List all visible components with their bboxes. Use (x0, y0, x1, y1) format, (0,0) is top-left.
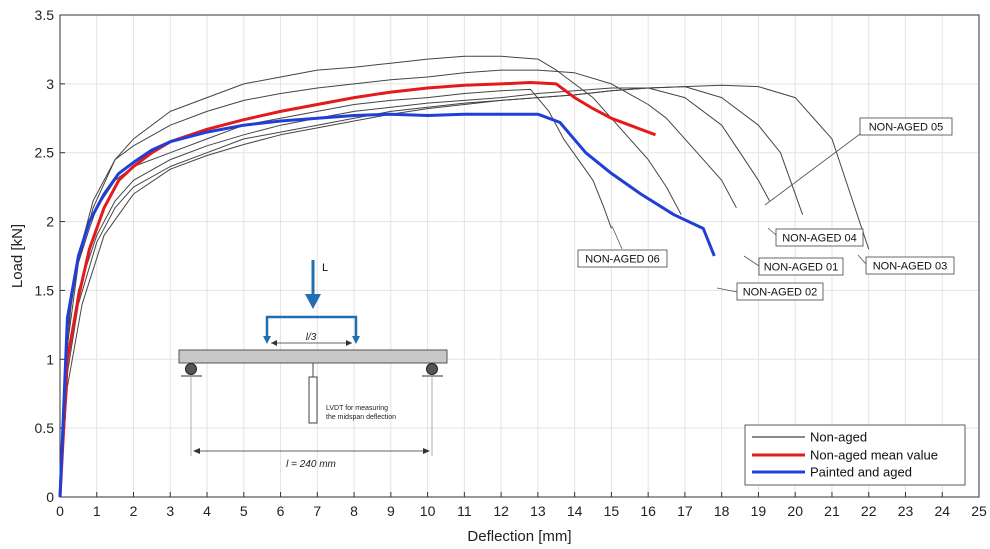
series-line-non-aged-06 (59, 88, 612, 498)
series-line-non-aged-mean-value (58, 81, 657, 498)
series-line-non-aged-01 (59, 69, 737, 498)
callout-box (758, 257, 844, 276)
left-support-roller-icon (185, 363, 197, 375)
x-tick-label: 18 (714, 503, 730, 519)
y-tick-label: 1.5 (35, 282, 55, 298)
x-tick-label: 21 (824, 503, 840, 519)
leader-non-aged-01 (743, 255, 760, 267)
x-axis-ticks: 0 1 2 3 4 5 6 7 8 9 10 11 12 13 14 15 16 17 18 19 20 21 22 23 24… (56, 492, 987, 519)
lvdt-caption-line2: the midspan deflection (326, 414, 396, 421)
third-span-label: l/3 (306, 332, 317, 343)
leader-non-aged-05 (764, 133, 861, 206)
x-tick-label: 1 (93, 503, 101, 519)
callout-non-aged-05: NON-AGED 05 (859, 117, 953, 136)
y-tick-label: 1 (46, 351, 54, 367)
y-axis-ticks: 0 0.5 1 1.5 2 2.5 3 3.5 (35, 7, 65, 505)
x-tick-label: 14 (567, 503, 583, 519)
leader-non-aged-04 (767, 227, 777, 236)
leader-non-aged-03 (857, 254, 867, 265)
x-tick-label: 16 (640, 503, 656, 519)
callout-non-aged-04: NON-AGED 04 (775, 228, 864, 247)
y-tick-label: 0.5 (35, 420, 55, 436)
x-tick-label: 2 (130, 503, 138, 519)
callout-box (577, 249, 668, 268)
x-tick-label: 11 (457, 503, 472, 519)
callout-non-aged-06: NON-AGED 06 (577, 249, 668, 268)
test-setup-inset: L l/3 LVDT for measuring the midspan def… (178, 260, 448, 470)
dimension-arrow-right (346, 340, 352, 346)
load-spreader-beam (265, 315, 358, 338)
x-tick-label: 13 (530, 503, 546, 519)
x-tick-label: 9 (387, 503, 395, 519)
y-tick-label: 3 (46, 76, 54, 92)
callout-box (865, 256, 955, 275)
x-tick-label: 5 (240, 503, 248, 519)
x-tick-label: 0 (56, 503, 64, 519)
series-line-painted-and-aged (58, 112, 716, 498)
x-tick-label: 24 (934, 503, 950, 519)
x-tick-label: 20 (787, 503, 803, 519)
plot-area-frame (59, 14, 980, 498)
span-label: l = 240 mm (286, 459, 336, 470)
callout-label: NON-AGED 04 (782, 233, 857, 245)
y-tick-label: 3.5 (35, 7, 55, 23)
x-tick-label: 17 (677, 503, 693, 519)
lvdt-caption-line1: LVDT for measuring (326, 405, 388, 412)
span-arrow-left (193, 448, 200, 454)
callout-label: NON-AGED 01 (764, 262, 839, 274)
series-line-non-aged-05 (59, 87, 770, 498)
callout-box (775, 228, 864, 247)
x-tick-label: 12 (493, 503, 509, 519)
load-arrow-head (305, 294, 321, 309)
callout-box (736, 282, 824, 301)
callout-label: NON-AGED 05 (869, 122, 944, 134)
callout-box (859, 117, 953, 136)
callout-label: NON-AGED 03 (873, 261, 948, 273)
y-tick-label: 2.5 (35, 145, 55, 161)
x-tick-label: 25 (971, 503, 987, 519)
callout-label: NON-AGED 06 (585, 254, 660, 266)
legend-label-mean: Non-aged mean value (810, 448, 938, 463)
x-tick-label: 15 (604, 503, 620, 519)
specimen-beam (178, 349, 448, 364)
lvdt-sensor (308, 376, 318, 424)
grid (60, 15, 979, 497)
x-tick-label: 7 (313, 503, 321, 519)
y-tick-label: 0 (46, 489, 54, 505)
callout-leaders (611, 133, 867, 293)
x-tick-label: 4 (203, 503, 211, 519)
span-arrow-right (423, 448, 430, 454)
x-tick-label: 22 (861, 503, 877, 519)
callout-label: NON-AGED 02 (743, 287, 818, 299)
legend: Non-aged Non-aged mean value Painted and… (744, 424, 966, 486)
y-tick-label: 2 (46, 214, 54, 230)
leader-non-aged-02 (716, 287, 738, 293)
y-axis-label: Load [kN] (9, 224, 26, 288)
x-tick-label: 8 (350, 503, 358, 519)
leader-non-aged-06 (611, 225, 623, 250)
x-tick-label: 10 (420, 503, 436, 519)
x-tick-label: 23 (898, 503, 914, 519)
callout-non-aged-02: NON-AGED 02 (736, 282, 824, 301)
left-loading-point-icon (263, 336, 271, 344)
x-tick-label: 6 (277, 503, 285, 519)
dimension-arrow-left (271, 340, 277, 346)
right-loading-point-icon (352, 336, 360, 344)
load-label: L (322, 262, 328, 274)
x-tick-label: 19 (751, 503, 767, 519)
legend-label-aged: Painted and aged (810, 465, 912, 480)
series-line-non-aged-03 (59, 84, 870, 498)
right-support-roller-icon (426, 363, 438, 375)
series-lines (58, 55, 870, 498)
x-axis-label: Deflection [mm] (467, 528, 571, 545)
callout-non-aged-03: NON-AGED 03 (865, 256, 955, 275)
legend-label-non-aged: Non-aged (810, 430, 867, 445)
callout-non-aged-01: NON-AGED 01 (758, 257, 844, 276)
x-tick-label: 3 (166, 503, 174, 519)
